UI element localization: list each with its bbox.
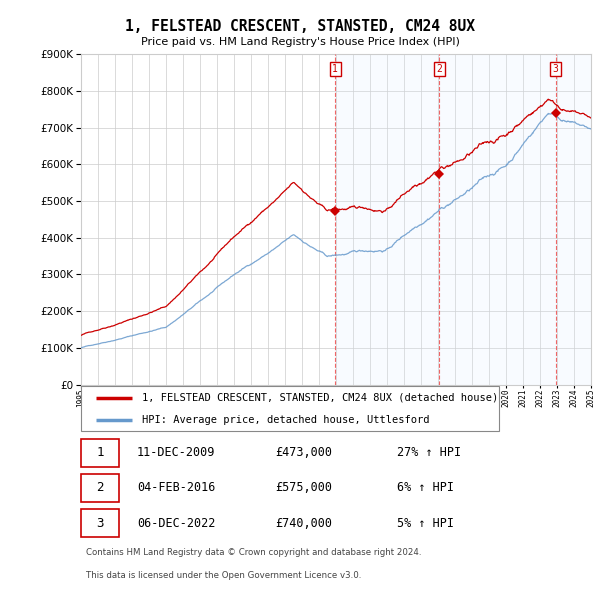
- Text: 1, FELSTEAD CRESCENT, STANSTED, CM24 8UX: 1, FELSTEAD CRESCENT, STANSTED, CM24 8UX: [125, 19, 475, 34]
- Text: 1: 1: [332, 64, 338, 74]
- Text: HPI: Average price, detached house, Uttlesford: HPI: Average price, detached house, Uttl…: [142, 415, 430, 425]
- Text: 11-DEC-2009: 11-DEC-2009: [137, 446, 215, 459]
- Text: 27% ↑ HPI: 27% ↑ HPI: [397, 446, 461, 459]
- Text: 2: 2: [96, 481, 104, 494]
- Text: 3: 3: [553, 64, 559, 74]
- Text: 06-DEC-2022: 06-DEC-2022: [137, 517, 215, 530]
- Text: £575,000: £575,000: [275, 481, 332, 494]
- Text: 3: 3: [96, 517, 104, 530]
- Text: Contains HM Land Registry data © Crown copyright and database right 2024.: Contains HM Land Registry data © Crown c…: [86, 548, 422, 557]
- FancyBboxPatch shape: [81, 509, 119, 537]
- Bar: [556, 54, 591, 385]
- FancyBboxPatch shape: [81, 439, 119, 467]
- Text: 6% ↑ HPI: 6% ↑ HPI: [397, 481, 454, 494]
- Text: £740,000: £740,000: [275, 517, 332, 530]
- Text: 04-FEB-2016: 04-FEB-2016: [137, 481, 215, 494]
- Text: 1: 1: [96, 446, 104, 459]
- Text: Price paid vs. HM Land Registry's House Price Index (HPI): Price paid vs. HM Land Registry's House …: [140, 38, 460, 47]
- Bar: [439, 54, 556, 385]
- Text: 2: 2: [436, 64, 442, 74]
- Text: £473,000: £473,000: [275, 446, 332, 459]
- Text: 5% ↑ HPI: 5% ↑ HPI: [397, 517, 454, 530]
- FancyBboxPatch shape: [81, 474, 119, 502]
- FancyBboxPatch shape: [81, 386, 499, 431]
- Bar: [335, 54, 439, 385]
- Text: This data is licensed under the Open Government Licence v3.0.: This data is licensed under the Open Gov…: [86, 571, 361, 579]
- Text: 1, FELSTEAD CRESCENT, STANSTED, CM24 8UX (detached house): 1, FELSTEAD CRESCENT, STANSTED, CM24 8UX…: [142, 392, 499, 402]
